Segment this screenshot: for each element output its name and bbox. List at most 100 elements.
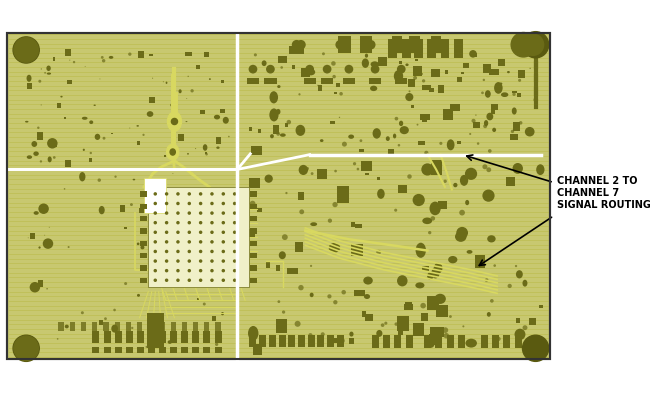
Bar [184, 262, 190, 267]
Bar [518, 70, 525, 78]
Bar [220, 228, 224, 234]
Ellipse shape [210, 211, 214, 215]
Ellipse shape [147, 111, 153, 117]
Ellipse shape [192, 268, 193, 269]
Bar [149, 97, 155, 103]
Ellipse shape [34, 211, 39, 215]
Bar [37, 132, 43, 140]
Bar [463, 63, 469, 68]
Bar [483, 64, 491, 72]
Bar [428, 39, 436, 58]
Bar [392, 36, 402, 54]
Ellipse shape [415, 282, 424, 288]
Ellipse shape [280, 133, 286, 137]
Bar [30, 232, 35, 239]
Bar [289, 46, 304, 54]
Bar [516, 318, 520, 322]
Bar [203, 52, 209, 57]
Ellipse shape [27, 75, 31, 82]
Bar [193, 322, 198, 331]
Ellipse shape [430, 202, 441, 215]
Ellipse shape [168, 112, 181, 131]
Bar [317, 335, 324, 348]
Ellipse shape [170, 104, 173, 106]
Ellipse shape [415, 243, 426, 258]
Bar [148, 346, 155, 353]
Ellipse shape [210, 192, 214, 196]
Ellipse shape [427, 272, 434, 280]
Ellipse shape [362, 58, 369, 68]
Ellipse shape [348, 134, 354, 139]
Bar [138, 51, 144, 58]
Ellipse shape [459, 210, 465, 216]
Ellipse shape [443, 333, 449, 338]
Ellipse shape [448, 256, 458, 263]
Ellipse shape [210, 221, 214, 224]
Ellipse shape [165, 269, 168, 272]
Ellipse shape [248, 65, 257, 74]
Bar [99, 320, 103, 325]
Ellipse shape [302, 192, 304, 194]
Ellipse shape [188, 221, 191, 224]
Bar [148, 322, 153, 331]
Ellipse shape [233, 278, 237, 282]
Bar [114, 346, 122, 353]
Bar [383, 335, 390, 348]
Bar [360, 36, 372, 54]
Ellipse shape [311, 172, 313, 175]
Bar [361, 310, 366, 316]
Bar [103, 331, 111, 343]
Bar [220, 110, 225, 113]
Ellipse shape [14, 38, 38, 62]
Ellipse shape [475, 114, 476, 116]
Ellipse shape [228, 136, 229, 137]
Ellipse shape [359, 139, 362, 142]
Bar [298, 192, 304, 200]
Bar [137, 322, 142, 331]
Bar [317, 169, 328, 179]
Bar [92, 322, 98, 331]
Ellipse shape [222, 259, 225, 263]
Ellipse shape [153, 259, 157, 263]
Bar [422, 119, 426, 122]
Ellipse shape [176, 240, 179, 244]
Ellipse shape [65, 325, 69, 328]
Bar [515, 335, 522, 348]
Ellipse shape [169, 259, 171, 262]
Bar [454, 39, 463, 58]
Ellipse shape [79, 172, 85, 182]
Ellipse shape [33, 152, 39, 156]
Bar [273, 125, 279, 134]
Ellipse shape [31, 288, 32, 290]
Ellipse shape [307, 69, 315, 75]
Ellipse shape [31, 141, 37, 147]
Ellipse shape [13, 335, 39, 361]
Ellipse shape [188, 269, 191, 272]
Ellipse shape [370, 86, 377, 91]
Ellipse shape [449, 315, 452, 318]
Ellipse shape [172, 173, 174, 174]
Ellipse shape [40, 160, 42, 162]
Ellipse shape [203, 144, 207, 151]
Ellipse shape [266, 65, 275, 74]
Ellipse shape [30, 282, 40, 292]
Bar [461, 72, 464, 74]
Ellipse shape [176, 250, 179, 253]
Ellipse shape [153, 278, 157, 282]
Ellipse shape [501, 92, 508, 97]
Bar [64, 49, 72, 56]
Ellipse shape [386, 136, 390, 141]
Ellipse shape [136, 242, 140, 245]
Bar [125, 322, 131, 331]
Bar [253, 344, 262, 355]
Ellipse shape [199, 259, 202, 263]
Bar [298, 335, 305, 348]
Bar [415, 59, 419, 61]
Bar [221, 80, 224, 83]
Ellipse shape [492, 106, 494, 108]
Bar [203, 346, 211, 353]
Ellipse shape [282, 234, 288, 240]
Ellipse shape [233, 221, 237, 224]
Ellipse shape [210, 230, 214, 234]
Text: CHANNEL 2 TO
CHANNEL 7
SIGNAL ROUTING: CHANNEL 2 TO CHANNEL 7 SIGNAL ROUTING [556, 176, 650, 210]
